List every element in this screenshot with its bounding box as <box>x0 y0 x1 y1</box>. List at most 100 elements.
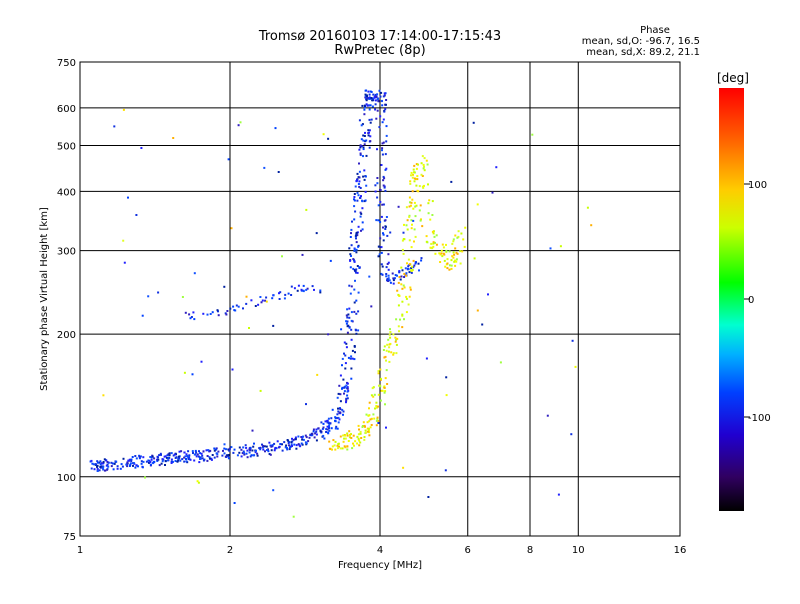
x-mode-point <box>359 430 362 433</box>
o-mode-point <box>358 176 361 179</box>
o-mode-point <box>167 457 170 459</box>
o-mode-point <box>193 459 196 462</box>
noise-point <box>113 125 116 128</box>
o-mode-point <box>326 428 329 431</box>
o-mode-point <box>376 148 378 151</box>
o-mode-point <box>268 453 271 455</box>
o-mode-point <box>178 457 181 460</box>
o-mode-point <box>331 408 334 411</box>
upper-branch-point <box>404 267 407 270</box>
upper-branch-point <box>410 271 413 274</box>
noise-point <box>193 272 196 275</box>
o-mode-point <box>364 106 366 109</box>
o-mode-point <box>359 153 362 156</box>
o-mode-point <box>364 131 366 134</box>
o-mode-point <box>337 410 340 413</box>
o-mode-point <box>375 117 378 120</box>
o-mode-point <box>259 448 262 451</box>
x-mode-point <box>451 242 454 245</box>
o-mode-point <box>381 104 384 107</box>
x-mode-point <box>428 199 431 202</box>
x-mode-point <box>398 276 401 278</box>
branch-point <box>216 309 219 312</box>
noise-point <box>281 255 283 258</box>
x-mode-point <box>392 352 395 355</box>
o-mode-point <box>352 258 355 261</box>
x-mode-point <box>372 413 375 416</box>
noise-point <box>196 480 199 483</box>
noise-point <box>549 247 552 250</box>
o-mode-point <box>358 266 361 269</box>
x-mode-point <box>367 427 370 430</box>
x-mode-point <box>412 207 415 210</box>
upper-branch-point <box>405 272 408 275</box>
branch-point <box>278 298 281 300</box>
o-mode-point <box>353 193 356 195</box>
o-mode-point <box>243 451 245 454</box>
branch-point <box>300 288 303 291</box>
y-axis-ticks: 75 100 200 300 400 500 600 750 <box>57 58 76 543</box>
o-mode-point <box>269 444 272 447</box>
x-mode-point <box>379 399 382 402</box>
o-mode-point <box>363 108 366 111</box>
noise-point <box>402 466 405 469</box>
o-mode-point <box>334 419 336 422</box>
upper-branch-point <box>387 280 390 282</box>
x-mode-point <box>367 414 370 417</box>
x-mode-point <box>412 173 414 176</box>
x-mode-point <box>334 440 337 443</box>
o-mode-point <box>116 465 119 468</box>
x-mode-point <box>421 155 424 158</box>
o-mode-point <box>213 456 216 459</box>
o-mode-point <box>339 411 342 414</box>
x-mode-point <box>370 424 373 426</box>
o-mode-point <box>307 440 310 443</box>
o-mode-point <box>338 418 341 421</box>
noise-point <box>223 285 226 288</box>
o-mode-point <box>281 449 284 452</box>
o-mode-point <box>309 434 312 436</box>
o-mode-point <box>168 452 171 455</box>
x-mode-point <box>365 413 368 416</box>
o-mode-point <box>345 342 348 345</box>
x-mode-point <box>408 205 411 208</box>
branch-point <box>302 284 305 287</box>
upper-branch-point <box>392 279 395 282</box>
o-mode-point <box>355 237 357 240</box>
o-mode-point <box>249 455 252 458</box>
o-mode-point <box>351 349 354 352</box>
x-mode-point <box>434 241 436 244</box>
upper-branch-point <box>398 271 401 274</box>
upper-branch-point <box>392 277 395 280</box>
o-mode-point <box>334 427 337 430</box>
o-mode-point <box>353 199 356 202</box>
noise-point <box>389 231 392 234</box>
o-mode-point <box>251 449 254 452</box>
o-mode-point <box>361 228 364 231</box>
o-mode-point <box>279 443 282 445</box>
o-mode-point <box>380 99 383 102</box>
o-mode-point <box>256 454 259 457</box>
o-mode-point <box>92 463 95 466</box>
o-mode-point <box>301 443 304 446</box>
noise-point <box>329 259 332 262</box>
o-mode-point <box>379 115 382 118</box>
o-mode-point <box>365 99 368 102</box>
x-mode-point <box>406 262 408 265</box>
noise-point <box>191 373 194 376</box>
x-mode-point <box>370 417 373 420</box>
o-mode-point <box>305 442 308 445</box>
x-mode-point <box>455 251 458 254</box>
noise-point <box>316 373 319 376</box>
branch-point <box>250 299 253 302</box>
o-mode-point <box>240 455 243 458</box>
noise-point <box>230 227 233 230</box>
o-mode-point <box>250 454 253 457</box>
o-mode-point <box>368 129 371 132</box>
noise-point <box>122 239 125 242</box>
o-mode-point <box>273 442 276 445</box>
o-mode-point <box>261 443 263 446</box>
branch-point <box>184 311 187 314</box>
noise-point <box>290 285 293 288</box>
upper-branch-point <box>399 278 402 281</box>
